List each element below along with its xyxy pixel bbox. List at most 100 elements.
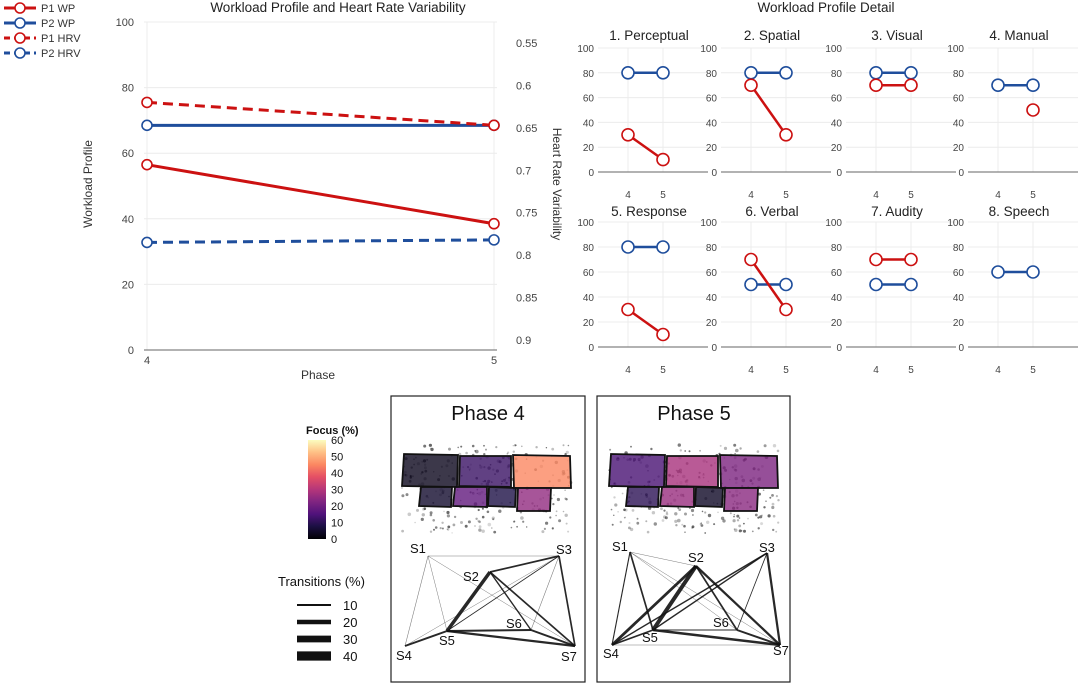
gaze-point (506, 453, 509, 455)
gaze-point (485, 448, 487, 451)
detail-y-tick: 0 (958, 168, 964, 179)
node-label-s5: S5 (439, 633, 455, 648)
gaze-point (619, 520, 622, 524)
detail-y-tick: 20 (706, 318, 718, 329)
gaze-point (433, 528, 435, 531)
detail-y-tick: 40 (583, 118, 595, 129)
heatmap-region (665, 455, 719, 488)
gaze-point (700, 522, 703, 524)
gaze-point (734, 528, 738, 532)
transition-edge (629, 551, 738, 631)
gaze-point (565, 498, 568, 501)
gaze-point (739, 447, 742, 450)
gaze-point (701, 510, 704, 513)
transitions-scale-label: 30 (343, 632, 357, 647)
detail-panel-title: 2. Spatial (744, 28, 800, 43)
gaze-point (679, 449, 682, 452)
detail-y-tick: 0 (836, 168, 842, 179)
gaze-point (567, 530, 570, 533)
gaze-point (720, 516, 725, 520)
gaze-point (777, 521, 780, 524)
legend-marker (14, 17, 26, 29)
gaze-point (564, 497, 567, 500)
detail-y-tick: 100 (700, 44, 717, 55)
gaze-point (692, 514, 694, 516)
gaze-point (700, 524, 704, 527)
gaze-point (704, 511, 707, 514)
phase-4-frame (390, 395, 586, 683)
gaze-point (510, 526, 513, 529)
legend-marker (14, 47, 26, 59)
series-point-p1-hrv (488, 119, 500, 132)
gaze-point (690, 508, 695, 513)
transitions-scale-label: 20 (343, 615, 357, 630)
gaze-point (738, 529, 742, 533)
detail-y-tick: 0 (711, 343, 717, 354)
gaze-point (564, 453, 567, 456)
gaze-point (704, 532, 707, 534)
gaze-point (613, 496, 616, 499)
heatmap-region (512, 454, 572, 489)
chart-legend: P1 WP P2 WP P1 HRV P2 HRV (4, 2, 81, 60)
detail-panel: 0 20 40 60 80 100 4 5 4. Manual (947, 28, 1078, 201)
gaze-point (512, 521, 515, 523)
gaze-point (486, 510, 490, 514)
detail-point-p2 (904, 277, 918, 292)
transition-edge (446, 555, 560, 632)
gaze-point (552, 503, 555, 506)
gaze-point (675, 524, 678, 527)
gaze-point (772, 514, 776, 518)
gaze-point (498, 509, 502, 513)
gaze-point (467, 520, 471, 524)
gaze-point (416, 508, 419, 512)
transition-edge (629, 551, 654, 631)
gaze-point (430, 447, 434, 452)
gaze-point (432, 519, 436, 522)
colorbar-ticks: 60 50 40 30 20 10 0 (331, 435, 343, 546)
gaze-point (653, 522, 657, 526)
detail-line-p1 (749, 258, 788, 311)
detail-point-p2 (621, 66, 635, 80)
node-label-s2: S2 (463, 569, 479, 584)
gaze-point (441, 521, 444, 524)
gaze-point (545, 521, 549, 525)
gaze-point (772, 528, 775, 532)
gaze-point (613, 514, 615, 516)
heatmap-region (458, 455, 512, 488)
gaze-point (674, 519, 678, 524)
gaze-point (477, 519, 480, 523)
gaze-point (562, 510, 565, 513)
gaze-point (609, 448, 612, 451)
main-y2-tick: 0.75 (516, 208, 537, 220)
gaze-point (558, 519, 562, 523)
gaze-point (414, 521, 416, 524)
gaze-point (458, 452, 462, 456)
detail-panel: 0 20 40 60 80 100 4 5 1. Perceptual (577, 28, 708, 201)
gaze-point (451, 532, 453, 534)
detail-point-p1 (656, 327, 670, 342)
detail-x-tick: 4 (625, 365, 631, 376)
gaze-point (478, 525, 482, 529)
heatmap-region (723, 487, 759, 512)
gaze-point (681, 523, 684, 526)
gaze-point (734, 452, 736, 455)
series-point-p1-wp (141, 158, 153, 171)
gaze-point (763, 506, 766, 509)
node-label-s7: S7 (561, 649, 577, 664)
main-chart-title: Workload Profile and Heart Rate Variabil… (210, 0, 466, 15)
detail-x-tick: 5 (783, 190, 789, 201)
detail-y-tick: 0 (836, 343, 842, 354)
node-label-s3: S3 (556, 542, 572, 557)
gaze-point (758, 492, 761, 496)
gaze-point (677, 443, 681, 447)
gaze-point (628, 526, 631, 530)
gaze-point (474, 525, 476, 527)
detail-y-tick: 20 (831, 318, 843, 329)
gaze-point (651, 511, 656, 515)
gaze-point (446, 528, 448, 530)
gaze-point (429, 511, 433, 515)
gaze-point (677, 518, 681, 523)
node-label-s1: S1 (410, 541, 426, 556)
series-line-p1-hrv (146, 100, 495, 127)
gaze-point (487, 522, 492, 527)
